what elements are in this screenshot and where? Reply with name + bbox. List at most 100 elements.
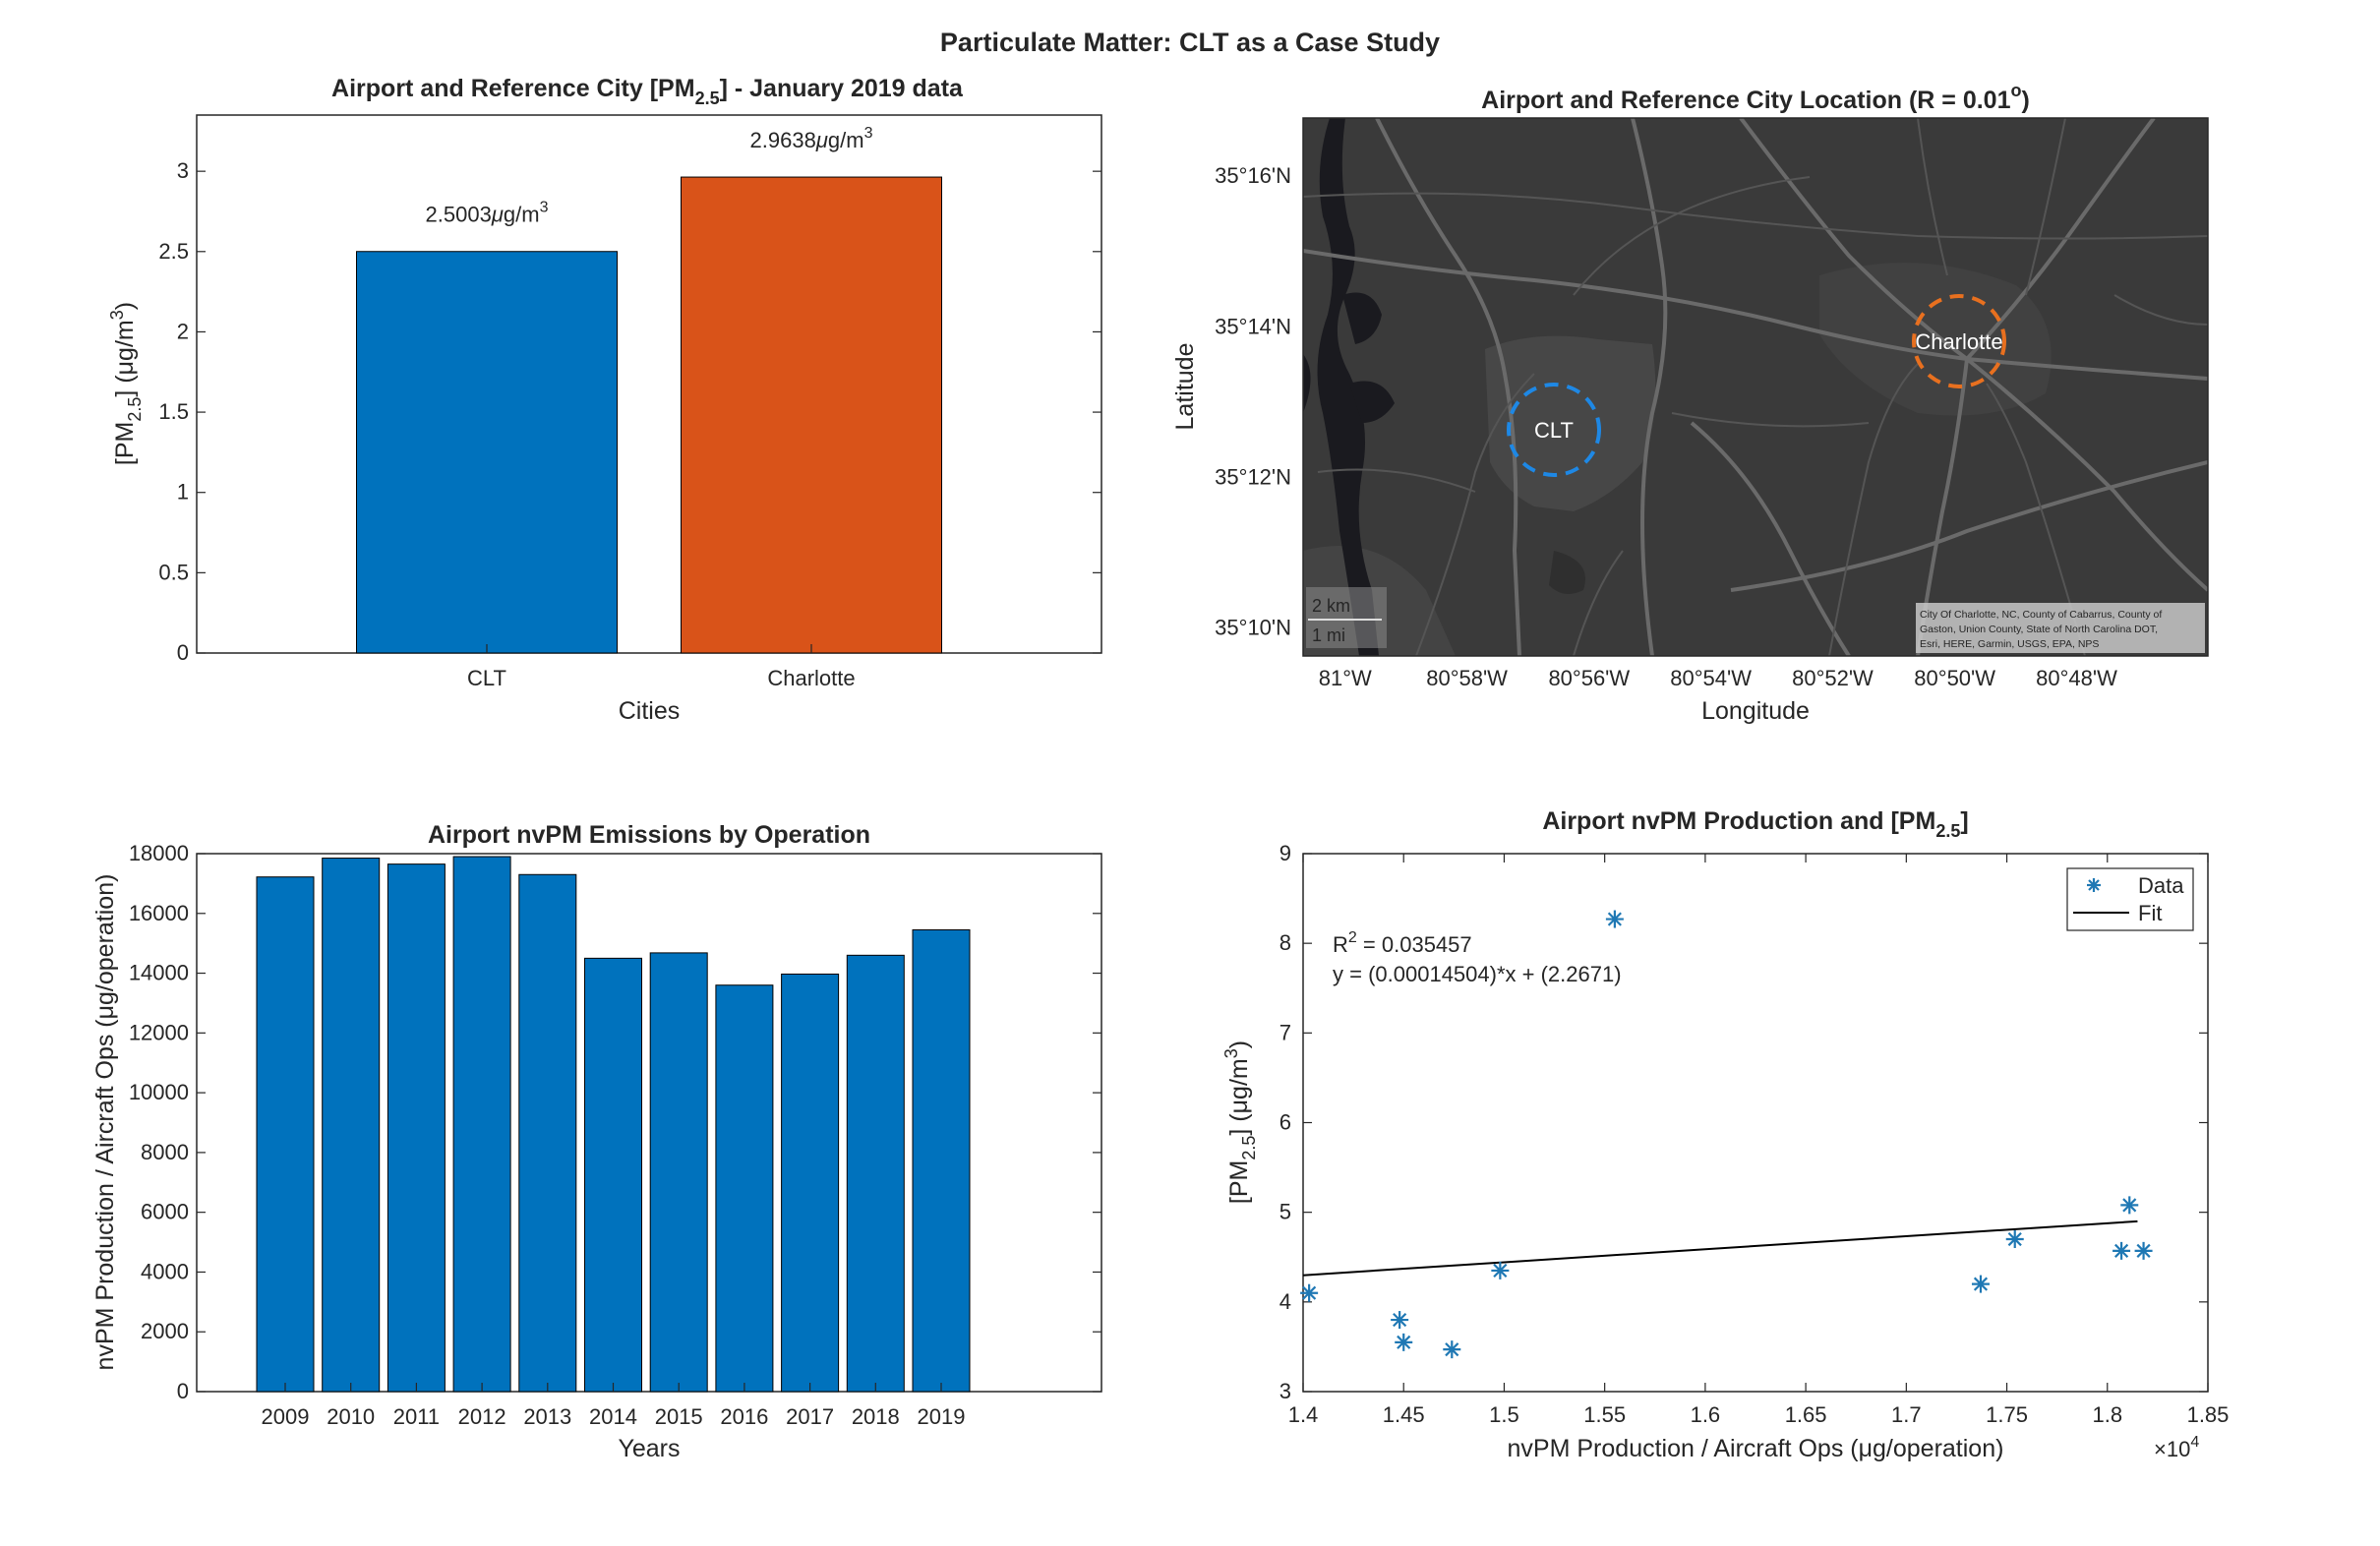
pm-bar-axes — [196, 114, 1102, 654]
scatter-xtick-label: 1.55 — [1583, 1402, 1626, 1427]
scatter-ytick-label: 4 — [1279, 1289, 1291, 1314]
pm-bar-xticks: CLT Charlotte — [467, 644, 856, 690]
pm-bar-chart: Airport and Reference City [PM2.5] - Jan… — [107, 75, 1102, 725]
scatter-point — [2112, 1241, 2131, 1260]
scatter-point — [1391, 1311, 1409, 1330]
svg-text:Esri, HERE, Garmin, USGS, EPA,: Esri, HERE, Garmin, USGS, EPA, NPS — [1920, 638, 2099, 650]
scatter-xtick-label: 1.8 — [2092, 1402, 2122, 1427]
map-ytick-label: 35°10'N — [1215, 616, 1291, 640]
nvpm-bar-2014 — [584, 957, 642, 1393]
scatter-xtick-label: 1.45 — [1383, 1402, 1425, 1427]
map-xticks: 81°W 80°58'W 80°56'W 80°54'W 80°52'W 80°50'W 8… — [1319, 666, 2117, 690]
pm-ytick-label: 1 — [177, 480, 189, 505]
scatter-ytick-label: 8 — [1279, 930, 1291, 955]
scatter-xtick-label: 1.85 — [2187, 1402, 2230, 1427]
scatter-xlabel: nvPM Production / Aircraft Ops (μg/opera… — [1508, 1435, 2004, 1462]
pm-ytick-label: 1.5 — [158, 399, 189, 424]
nvpm-xtick-label: 2009 — [262, 1404, 310, 1429]
scatter-chart: Airport nvPM Production and [PM2.5] 3 4 5 6… — [1221, 807, 2229, 1462]
scatter-xtick-label: 1.5 — [1489, 1402, 1519, 1427]
nvpm-bar-2017 — [781, 973, 840, 1393]
nvpm-ytick-label: 0 — [177, 1379, 189, 1403]
map-ytick-label: 35°14'N — [1215, 314, 1291, 338]
scatter-legend: Data Fit — [2066, 867, 2194, 931]
pm-bar-value-label: 2.5003μg/m3 — [426, 200, 549, 227]
nvpm-bar-2009 — [256, 876, 315, 1393]
nvpm-xlabel: Years — [618, 1435, 680, 1462]
nvpm-bar-2011 — [387, 863, 446, 1393]
scatter-xtick-label: 1.75 — [1986, 1402, 2028, 1427]
figure-suptitle: Particulate Matter: CLT as a Case Study — [940, 28, 1440, 57]
map-label-clt: CLT — [1534, 418, 1574, 443]
map-xtick-label: 80°50'W — [1914, 666, 1995, 690]
nvpm-bar-title: Airport nvPM Emissions by Operation — [428, 821, 870, 849]
map-ytick-label: 35°12'N — [1215, 464, 1291, 489]
pm-ytick-label: 2.5 — [158, 239, 189, 264]
svg-text:City Of Charlotte, NC, County: City Of Charlotte, NC, County of Cabarru… — [1920, 609, 2162, 621]
nvpm-xtick-label: 2015 — [655, 1404, 703, 1429]
scatter-ytick-label: 5 — [1279, 1200, 1291, 1224]
pm-bar-yticks: 0 0.5 1 1.5 2 2.5 3 — [158, 158, 1101, 665]
scatter-exponent: ×104 — [2154, 1434, 2199, 1461]
nvpm-bar-2012 — [452, 856, 511, 1393]
pm-ytick-label: 0.5 — [158, 560, 189, 584]
scatter-axes — [1302, 853, 2209, 1393]
svg-text:2 km: 2 km — [1312, 596, 1350, 616]
scatter-ytick-label: 3 — [1279, 1379, 1291, 1403]
pm-ytick-label: 3 — [177, 158, 189, 183]
nvpm-ytick-label: 6000 — [141, 1200, 189, 1224]
scatter-r2: R2 = 0.035457 — [1333, 929, 1472, 957]
nvpm-bar-2019 — [912, 928, 971, 1393]
map-ylabel: Latitude — [1171, 343, 1199, 431]
map-circle-clt — [1507, 383, 1601, 477]
nvpm-ytick-label: 18000 — [129, 841, 189, 865]
scatter-equation: y = (0.00014504)*x + (2.2671) — [1333, 962, 1622, 986]
map-basemap — [1303, 118, 2208, 656]
svg-text:Data: Data — [2138, 873, 2184, 898]
nvpm-bars — [256, 856, 971, 1393]
pm-bar-value-label: 2.9638μg/m3 — [750, 125, 873, 152]
scatter-point — [2134, 1241, 2153, 1260]
map-attribution: City Of Charlotte, NC, County of Cabarru… — [1916, 603, 2205, 653]
pm-bar-title: Airport and Reference City [PM2.5] - Jan… — [331, 75, 964, 108]
pm-xtick-label: Charlotte — [767, 666, 855, 690]
svg-text:1 mi: 1 mi — [1312, 625, 1345, 645]
map-ytick-label: 35°16'N — [1215, 163, 1291, 188]
nvpm-xtick-label: 2014 — [589, 1404, 637, 1429]
nvpm-ytick-label: 10000 — [129, 1080, 189, 1104]
nvpm-ytick-label: 8000 — [141, 1140, 189, 1164]
svg-text:Gaston, Union County, State of: Gaston, Union County, State of North Car… — [1920, 624, 2158, 635]
scatter-point — [1971, 1275, 1990, 1293]
nvpm-ytick-label: 16000 — [129, 901, 189, 925]
nvpm-xtick-label: 2017 — [786, 1404, 834, 1429]
nvpm-xtick-label: 2019 — [918, 1404, 966, 1429]
nvpm-bar-2013 — [518, 873, 577, 1393]
nvpm-xtick-label: 2011 — [393, 1404, 440, 1429]
nvpm-bar-2010 — [322, 858, 381, 1393]
nvpm-yticks: 0 2000 4000 6000 8000 10000 12000 14000 16000 180… — [129, 841, 1101, 1403]
pm-xtick-label: CLT — [467, 666, 506, 690]
nvpm-bar-chart: Airport nvPM Emissions by Operation 0 200… — [91, 821, 1102, 1462]
nvpm-xtick-label: 2016 — [720, 1404, 768, 1429]
scatter-ytick-label: 6 — [1279, 1110, 1291, 1135]
legend-data-marker — [2087, 878, 2101, 892]
map-xtick-label: 80°52'W — [1792, 666, 1874, 690]
pm-ytick-label: 0 — [177, 640, 189, 665]
pm-bar-ylabel: [PM2.5] (μg/m3) — [107, 302, 145, 465]
scatter-yticks: 3 4 5 6 7 8 9 — [1279, 841, 2208, 1403]
pm-bar-charlotte — [681, 176, 942, 654]
nvpm-bar-2016 — [715, 984, 774, 1393]
svg-text:Fit: Fit — [2138, 901, 2162, 925]
scatter-point — [1300, 1283, 1319, 1302]
location-map: Airport and Reference City Location (R =… — [1171, 81, 2209, 725]
map-scalebar: 2 km 1 mi — [1306, 587, 1387, 648]
scatter-points — [1300, 910, 2153, 1359]
map-yticks: 35°10'N 35°12'N 35°14'N 35°16'N — [1215, 163, 1291, 640]
nvpm-ytick-label: 2000 — [141, 1319, 189, 1343]
scatter-point — [1443, 1340, 1461, 1359]
nvpm-ytick-label: 14000 — [129, 961, 189, 985]
scatter-point — [1395, 1333, 1413, 1351]
map-xtick-label: 80°54'W — [1670, 666, 1752, 690]
scatter-xtick-label: 1.65 — [1785, 1402, 1827, 1427]
nvpm-ytick-label: 12000 — [129, 1020, 189, 1044]
